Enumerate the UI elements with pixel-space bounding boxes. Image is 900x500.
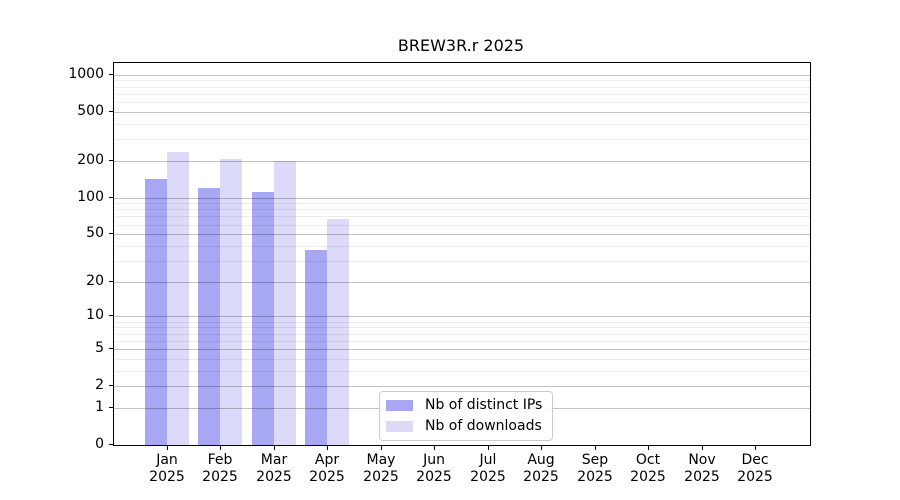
y-tick-mark-50 — [109, 233, 114, 234]
bar-nb-of-downloads-feb-2025 — [220, 159, 242, 445]
y-tick-mark-1 — [109, 407, 114, 408]
y-tick-mark-10 — [109, 315, 114, 316]
x-tick-mark-oct-2025 — [648, 445, 649, 450]
y-tick-mark-2 — [109, 385, 114, 386]
y-tick-mark-20 — [109, 281, 114, 282]
chart-title: BREW3R.r 2025 — [397, 36, 525, 55]
gridline-minor-800 — [114, 86, 810, 88]
gridline-major-1000 — [114, 74, 810, 76]
gridline-minor-600 — [114, 101, 810, 103]
y-tick-mark-500 — [109, 111, 114, 112]
y-tick-label-1000: 1000 — [68, 66, 104, 82]
x-tick-label-may-2025: May 2025 — [363, 452, 399, 485]
x-tick-mark-jul-2025 — [488, 445, 489, 450]
gridline-minor-300 — [114, 138, 810, 140]
x-tick-mark-aug-2025 — [541, 445, 542, 450]
gridline-major-20 — [114, 281, 810, 283]
x-tick-label-oct-2025: Oct 2025 — [630, 452, 666, 485]
y-tick-mark-5 — [109, 348, 114, 349]
gridline-major-200 — [114, 160, 810, 162]
y-tick-mark-0 — [109, 444, 114, 445]
gridline-minor-400 — [114, 123, 810, 125]
legend-swatch-downloads-icon — [386, 421, 413, 432]
y-tick-label-0: 0 — [95, 436, 104, 452]
gridline-minor-9 — [114, 321, 810, 323]
gridline-major-10 — [114, 315, 810, 317]
x-tick-mark-feb-2025 — [220, 445, 221, 450]
legend-swatch-distinct-ips-icon — [386, 400, 413, 411]
y-tick-label-1: 1 — [95, 399, 104, 415]
y-tick-label-2: 2 — [95, 377, 104, 393]
x-tick-label-sep-2025: Sep 2025 — [577, 452, 613, 485]
x-tick-mark-sep-2025 — [595, 445, 596, 450]
gridline-minor-40 — [114, 245, 810, 247]
gridline-minor-30 — [114, 260, 810, 262]
x-tick-mark-mar-2025 — [274, 445, 275, 450]
x-tick-label-aug-2025: Aug 2025 — [523, 452, 559, 485]
x-tick-label-jul-2025: Jul 2025 — [470, 452, 506, 485]
x-tick-mark-jan-2025 — [167, 445, 168, 450]
gridline-minor-900 — [114, 79, 810, 81]
legend-row-downloads: Nb of downloads — [386, 418, 542, 435]
bar-nb-of-downloads-apr-2025 — [327, 219, 349, 445]
y-tick-label-5: 5 — [95, 340, 104, 356]
y-tick-mark-200 — [109, 160, 114, 161]
y-tick-mark-100 — [109, 197, 114, 198]
gridline-minor-3 — [114, 370, 810, 372]
gridline-minor-8 — [114, 326, 810, 328]
y-tick-mark-1000 — [109, 74, 114, 75]
gridline-minor-6 — [114, 340, 810, 342]
bar-nb-of-distinct-ips-jan-2025 — [145, 179, 167, 445]
gridline-minor-60 — [114, 224, 810, 226]
gridline-minor-700 — [114, 93, 810, 95]
gridline-major-500 — [114, 111, 810, 113]
y-tick-label-200: 200 — [77, 152, 104, 168]
y-tick-label-10: 10 — [86, 307, 104, 323]
plot-area — [113, 62, 811, 446]
x-tick-mark-apr-2025 — [327, 445, 328, 450]
bar-nb-of-downloads-mar-2025 — [274, 161, 296, 445]
y-tick-label-500: 500 — [77, 103, 104, 119]
legend-label-distinct-ips: Nb of distinct IPs — [425, 397, 543, 413]
bar-nb-of-distinct-ips-apr-2025 — [305, 250, 327, 445]
legend-label-downloads: Nb of downloads — [425, 418, 542, 434]
gridline-minor-80 — [114, 208, 810, 210]
gridline-major-100 — [114, 197, 810, 199]
x-tick-mark-jun-2025 — [434, 445, 435, 450]
y-tick-label-100: 100 — [77, 189, 104, 205]
x-tick-mark-dec-2025 — [755, 445, 756, 450]
gridline-minor-70 — [114, 215, 810, 217]
y-tick-label-20: 20 — [86, 273, 104, 289]
x-tick-label-jun-2025: Jun 2025 — [416, 452, 452, 485]
gridline-minor-4 — [114, 358, 810, 360]
x-tick-label-mar-2025: Mar 2025 — [256, 452, 292, 485]
y-tick-label-50: 50 — [86, 225, 104, 241]
x-tick-label-nov-2025: Nov 2025 — [684, 452, 720, 485]
legend: Nb of distinct IPs Nb of downloads — [379, 391, 554, 441]
x-tick-mark-nov-2025 — [702, 445, 703, 450]
legend-row-distinct-ips: Nb of distinct IPs — [386, 397, 542, 414]
bar-nb-of-distinct-ips-feb-2025 — [198, 188, 220, 445]
x-tick-label-apr-2025: Apr 2025 — [309, 452, 345, 485]
bar-nb-of-distinct-ips-mar-2025 — [252, 192, 274, 445]
bar-nb-of-downloads-jan-2025 — [167, 152, 189, 445]
gridline-major-50 — [114, 233, 810, 235]
gridline-major-2 — [114, 385, 810, 387]
gridline-minor-90 — [114, 202, 810, 204]
x-tick-label-jan-2025: Jan 2025 — [149, 452, 185, 485]
gridline-minor-7 — [114, 333, 810, 335]
x-tick-mark-may-2025 — [381, 445, 382, 450]
x-tick-label-dec-2025: Dec 2025 — [737, 452, 773, 485]
gridline-major-5 — [114, 348, 810, 350]
x-tick-label-feb-2025: Feb 2025 — [202, 452, 238, 485]
